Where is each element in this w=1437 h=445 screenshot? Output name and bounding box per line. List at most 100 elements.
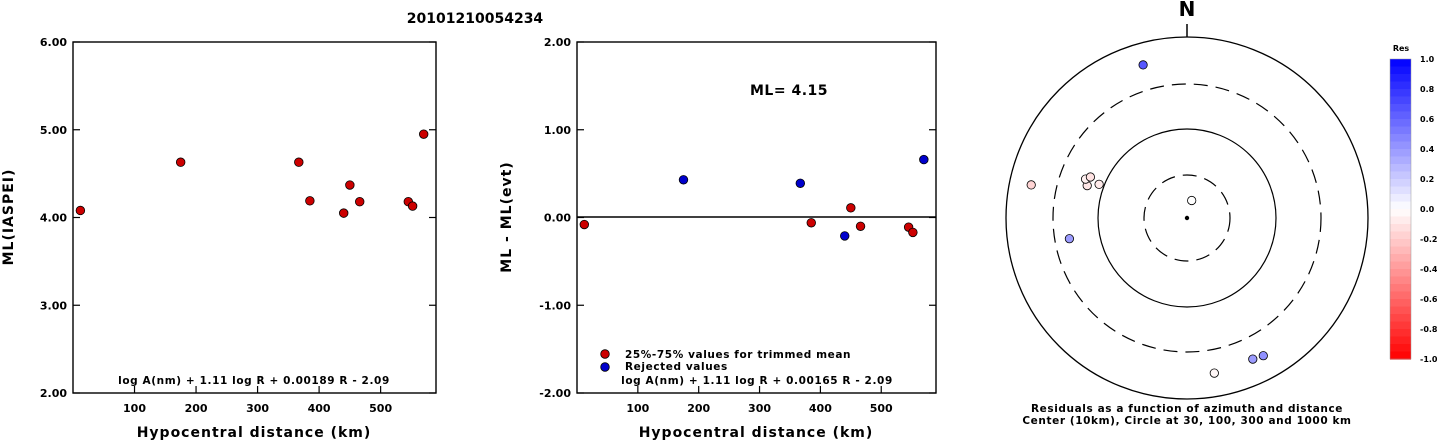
colorbar-segment <box>1390 291 1411 300</box>
y-tick-label: -2.00 <box>539 387 571 400</box>
y-tick-label: 1.00 <box>544 124 571 137</box>
ml-vs-distance-chart: ML(IASPEI) Hypocentral distance (km) log… <box>1 36 437 441</box>
x-tick-label: 400 <box>308 402 331 415</box>
x-tick-label: 400 <box>809 402 832 415</box>
station-marker <box>1187 195 1197 206</box>
colorbar-segment <box>1390 306 1411 315</box>
colorbar-segment <box>1390 351 1411 360</box>
x-tick-label: 200 <box>185 402 208 415</box>
residual-vs-distance-chart: ML - ML(evt) Hypocentral distance (km) M… <box>499 36 937 441</box>
data-point <box>355 197 365 207</box>
epicenter-marker <box>1184 215 1190 221</box>
formula-label: log A(nm) + 1.11 log R + 0.00165 R - 2.0… <box>621 375 893 387</box>
colorbar-segment <box>1390 66 1411 75</box>
colorbar-segment <box>1390 321 1411 330</box>
legend-red-label: 25%-75% values for trimmed mean <box>625 349 851 361</box>
station-marker <box>1258 351 1268 361</box>
residual-colorbar: Res 1.0 0.8 0.6 0.4 0.2 0.0 -0.2 -0.4 -0.6 -0.8 -1… <box>1389 44 1437 364</box>
legend-blue-label: Rejected values <box>625 361 728 373</box>
y-tick-label: 0.00 <box>544 212 571 225</box>
colorbar-segment <box>1390 149 1411 158</box>
colorbar-tick-label: 0.0 <box>1420 205 1435 214</box>
colorbar-segment <box>1390 126 1411 135</box>
data-point <box>75 205 86 216</box>
station-marker <box>1085 172 1096 182</box>
colorbar-segment <box>1390 104 1411 113</box>
station-marker <box>1138 60 1148 70</box>
data-point <box>806 218 816 228</box>
data-point <box>345 180 355 190</box>
colorbar-segment <box>1390 269 1411 278</box>
x-tick-label: 200 <box>687 402 710 415</box>
data-point <box>579 219 590 230</box>
data-point <box>305 196 315 206</box>
colorbar-segment <box>1390 314 1411 323</box>
y-tick-label: -1.00 <box>539 299 571 312</box>
colorbar-tick-label: 0.8 <box>1420 85 1435 94</box>
colorbar-segment <box>1390 216 1411 225</box>
data-point <box>855 221 866 231</box>
ring-100km <box>1097 128 1277 308</box>
colorbar-segment <box>1390 246 1411 255</box>
colorbar-tick-label: 0.4 <box>1420 145 1435 154</box>
data-point <box>846 203 856 213</box>
ml-annotation: ML= 4.15 <box>750 83 828 99</box>
ring-1000km <box>1005 36 1369 400</box>
colorbar-segment <box>1390 96 1411 105</box>
y-tick-label: 5.00 <box>40 124 67 137</box>
station-marker <box>1209 368 1219 378</box>
colorbar-frame <box>1389 58 1412 360</box>
x-tick-label: 500 <box>870 402 893 415</box>
colorbar-tick-label: -0.8 <box>1420 325 1437 334</box>
colorbar-segment <box>1390 164 1411 173</box>
colorbar-segment <box>1390 81 1411 90</box>
colorbar-tick-label: -1.0 <box>1420 355 1437 364</box>
colorbar-segment <box>1390 141 1411 150</box>
y-axis-label: ML(IASPEI) <box>1 169 17 266</box>
station-marker <box>1026 180 1036 190</box>
polar-caption-line1: Residuals as a function of azimuth and d… <box>1031 403 1343 415</box>
data-point <box>339 208 349 218</box>
colorbar-segment <box>1390 171 1411 180</box>
colorbar-segment <box>1390 276 1411 285</box>
polar-caption-line2: Center (10km), Circle at 30, 100, 300 an… <box>1022 415 1351 427</box>
data-point <box>294 157 304 167</box>
colorbar-segment <box>1390 231 1411 240</box>
colorbar-segment <box>1390 119 1411 128</box>
ring-300km <box>1052 83 1322 353</box>
data-point <box>407 201 418 211</box>
figure-title: 20101210054234 <box>407 11 544 27</box>
colorbar-segment <box>1390 239 1411 248</box>
colorbar-segment <box>1390 336 1411 345</box>
x-tick-label: 300 <box>246 402 269 415</box>
colorbar-segment <box>1390 186 1411 195</box>
colorbar-segment <box>1390 156 1411 165</box>
data-point <box>175 157 186 167</box>
residual-polar-plot: N Residuals as a function of azimuth and… <box>1005 0 1369 427</box>
colorbar-tick-label: -0.6 <box>1420 295 1437 304</box>
colorbar-segment <box>1390 134 1411 143</box>
y-axis-label: ML - ML(evt) <box>499 161 515 272</box>
colorbar-segment <box>1390 59 1411 68</box>
colorbar-segment <box>1390 111 1411 120</box>
data-point <box>678 175 689 185</box>
colorbar-tick-label: 0.2 <box>1420 175 1434 184</box>
north-label: N <box>1179 0 1196 21</box>
x-axis-label: Hypocentral distance (km) <box>639 425 874 441</box>
y-tick-label: 2.00 <box>544 36 571 49</box>
colorbar-segment <box>1390 209 1411 218</box>
x-tick-label: 300 <box>748 402 771 415</box>
station-marker <box>1064 234 1075 244</box>
colorbar-segment <box>1390 329 1411 338</box>
colorbar-segment <box>1390 89 1411 98</box>
colorbar-tick-label: -0.4 <box>1420 265 1437 274</box>
colorbar-tick-label: 0.6 <box>1420 115 1435 124</box>
x-tick-label: 100 <box>626 402 649 415</box>
y-tick-label: 6.00 <box>40 36 67 49</box>
data-point <box>840 231 850 241</box>
station-marker <box>1248 354 1258 364</box>
colorbar-segment <box>1390 344 1411 353</box>
colorbar-title: Res <box>1393 44 1410 53</box>
y-tick-label: 4.00 <box>40 212 67 225</box>
